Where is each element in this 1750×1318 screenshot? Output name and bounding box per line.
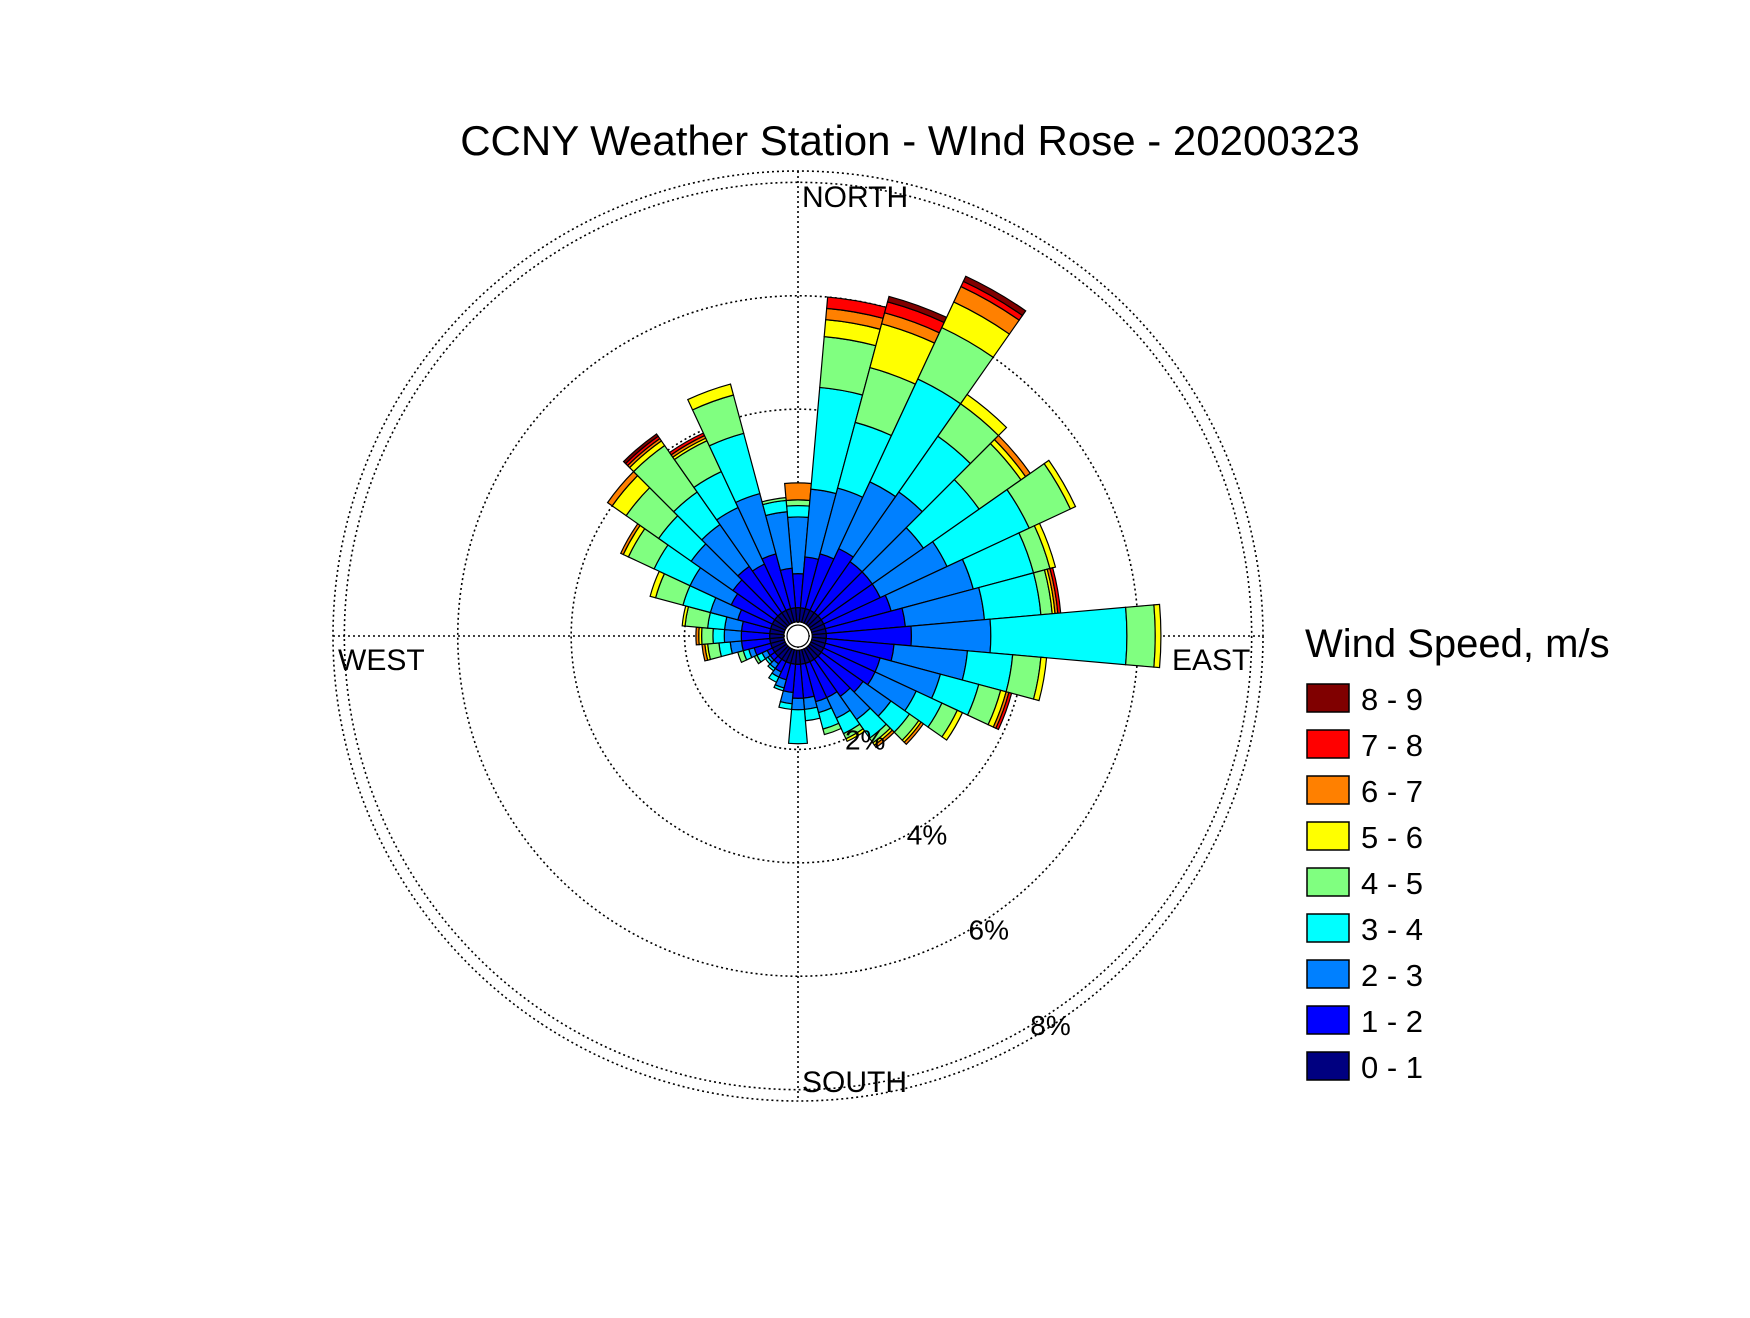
sector-40-bin-5 (959, 393, 1008, 437)
sector-130-bin-6 (903, 721, 925, 746)
sector-150 (803, 646, 866, 743)
sector-340 (686, 383, 796, 624)
sector-220-bin-3 (767, 663, 777, 672)
sector-180-bin-3 (787, 708, 809, 745)
sector-100-bin-5 (1032, 656, 1048, 702)
legend-label-1: 7 - 8 (1361, 728, 1423, 763)
sector-200-bin-3 (773, 684, 785, 692)
legend: 8 - 9 7 - 8 6 - 7 5 - 6 4 - 5 3 - 4 2 - 3 1 - 2… (1306, 682, 1423, 1085)
legend-swatch-1 (1306, 729, 1350, 759)
legend-label-0: 8 - 9 (1361, 682, 1423, 717)
sector-70 (810, 522, 1057, 634)
sector-70-bin-5 (1033, 522, 1057, 570)
sector-30 (803, 275, 1027, 626)
legend-swatch-4 (1306, 867, 1350, 897)
sector-320 (622, 433, 791, 627)
legend-swatch-7 (1306, 1005, 1350, 1035)
ring-label-8: 8% (1030, 1010, 1070, 1041)
sector-170-bin-3 (803, 706, 821, 722)
legend-label-7: 1 - 2 (1361, 1004, 1423, 1039)
legend-swatch-3 (1306, 821, 1350, 851)
sector-0-bin-4 (785, 499, 811, 507)
legend-label-2: 6 - 7 (1361, 774, 1423, 809)
sector-270-bin-6 (695, 626, 700, 646)
sector-110-bin-7 (995, 691, 1013, 731)
sector-190 (778, 648, 798, 711)
sector-0-bin-6 (784, 482, 812, 502)
ring-label-6: 6% (969, 915, 1009, 946)
wind-sectors (606, 275, 1162, 749)
legend-swatch-5 (1306, 913, 1350, 943)
sector-20 (800, 295, 948, 624)
sector-270-bin-4 (700, 626, 714, 646)
legend-label-8: 0 - 1 (1361, 1050, 1423, 1085)
sector-350 (761, 496, 798, 624)
sector-120 (808, 641, 964, 741)
sector-270-bin-3 (712, 627, 726, 645)
direction-label-west: WEST (338, 644, 425, 677)
legend-swatch-2 (1306, 775, 1350, 805)
sector-30-bin-8 (962, 275, 1027, 317)
sector-290 (649, 570, 786, 634)
legend-title: Wind Speed, m/s (1305, 622, 1610, 666)
sector-100 (810, 636, 1048, 702)
legend-swatch-0 (1306, 683, 1350, 713)
sector-150-bin-5 (845, 728, 866, 743)
sector-350-bin-4 (761, 496, 787, 506)
sector-340-bin-5 (686, 383, 735, 411)
sector-330 (668, 432, 793, 626)
sector-10 (798, 296, 887, 624)
ring-label-4: 4% (907, 820, 947, 851)
legend-swatch-8 (1306, 1051, 1350, 1081)
sector-190-bin-3 (778, 700, 793, 711)
sector-300 (619, 522, 788, 631)
ring-label-2: 2% (845, 725, 885, 756)
ring-8 (343, 181, 1253, 1091)
sector-270-bin-2 (723, 628, 743, 644)
sector-60-bin-5 (1043, 459, 1077, 510)
sector-210-bin-3 (767, 672, 780, 684)
sector-160-bin-4 (822, 722, 842, 736)
legend-label-5: 3 - 4 (1361, 912, 1423, 947)
sector-90-bin-4 (1125, 604, 1156, 668)
center-hole (786, 624, 810, 648)
sector-140-bin-6 (873, 729, 896, 749)
sector-90-bin-5 (1153, 603, 1162, 669)
sector-40 (805, 393, 1008, 627)
sector-60 (808, 459, 1077, 631)
sector-180-bin-2 (790, 697, 806, 711)
legend-swatch-6 (1306, 959, 1350, 989)
direction-label-south: SOUTH (802, 1066, 907, 1099)
sector-110 (810, 638, 1013, 731)
sector-310 (606, 470, 789, 629)
legend-label-4: 4 - 5 (1361, 866, 1423, 901)
direction-label-north: NORTH (802, 181, 908, 214)
sector-160 (800, 648, 842, 736)
chart-title: CCNY Weather Station - WInd Rose - 20200… (460, 117, 1360, 164)
sector-90 (811, 603, 1162, 669)
sector-50 (807, 434, 1032, 629)
sector-0-bin-3 (785, 504, 811, 519)
sector-320-bin-8 (622, 433, 659, 465)
direction-label-east: EAST (1172, 644, 1250, 677)
ring-labels: 2% 4% 6% 8% (845, 725, 1071, 1041)
legend-label-3: 5 - 6 (1361, 820, 1423, 855)
sector-120-bin-5 (941, 709, 964, 741)
legend-label-6: 2 - 3 (1361, 958, 1423, 993)
